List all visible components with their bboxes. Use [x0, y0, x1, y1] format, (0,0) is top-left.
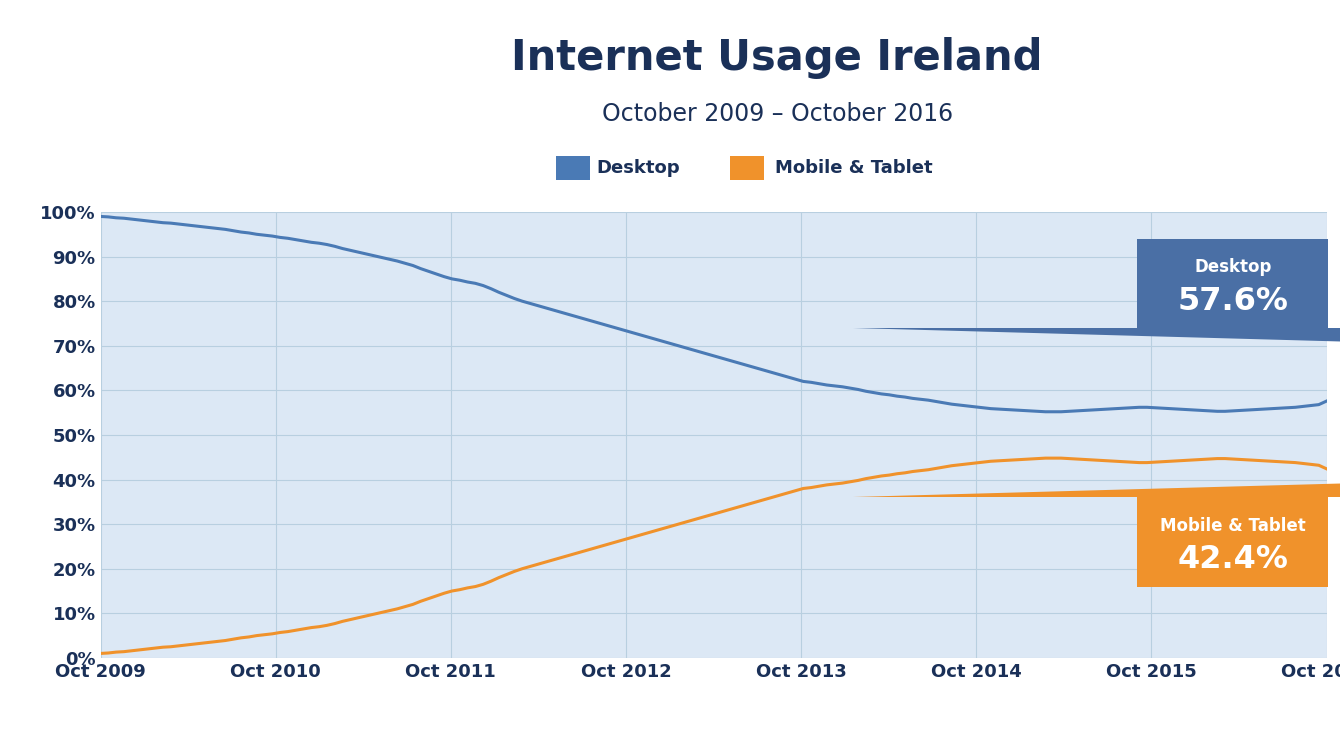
- FancyBboxPatch shape: [1138, 239, 1328, 328]
- Text: 42.4%: 42.4%: [1178, 545, 1288, 575]
- FancyBboxPatch shape: [1138, 497, 1328, 586]
- Text: Desktop: Desktop: [1194, 258, 1272, 276]
- Text: Desktop: Desktop: [596, 159, 679, 177]
- Text: Mobile & Tablet: Mobile & Tablet: [1160, 517, 1305, 535]
- Text: 57.6%: 57.6%: [1178, 286, 1288, 317]
- Text: October 2009 – October 2016: October 2009 – October 2016: [602, 102, 953, 126]
- Text: Internet Usage Ireland: Internet Usage Ireland: [512, 37, 1043, 79]
- FancyBboxPatch shape: [730, 156, 764, 180]
- Polygon shape: [852, 328, 1340, 352]
- Text: Mobile & Tablet: Mobile & Tablet: [775, 159, 933, 177]
- Polygon shape: [852, 473, 1340, 497]
- FancyBboxPatch shape: [556, 156, 590, 180]
